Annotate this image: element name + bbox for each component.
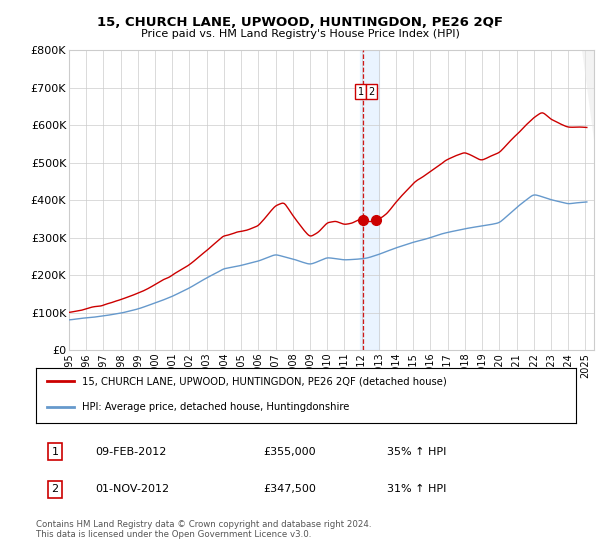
Polygon shape (582, 50, 594, 140)
Text: 31% ↑ HPI: 31% ↑ HPI (387, 484, 446, 494)
Text: 09-FEB-2012: 09-FEB-2012 (95, 446, 167, 456)
Text: 15, CHURCH LANE, UPWOOD, HUNTINGDON, PE26 2QF (detached house): 15, CHURCH LANE, UPWOOD, HUNTINGDON, PE2… (82, 376, 446, 386)
Text: 1: 1 (52, 446, 58, 456)
Text: 35% ↑ HPI: 35% ↑ HPI (387, 446, 446, 456)
Text: 01-NOV-2012: 01-NOV-2012 (95, 484, 170, 494)
Text: £347,500: £347,500 (263, 484, 316, 494)
Text: HPI: Average price, detached house, Huntingdonshire: HPI: Average price, detached house, Hunt… (82, 403, 349, 412)
Text: Price paid vs. HM Land Registry's House Price Index (HPI): Price paid vs. HM Land Registry's House … (140, 29, 460, 39)
Text: £355,000: £355,000 (263, 446, 316, 456)
Bar (360, 50, 379, 350)
Text: Contains HM Land Registry data © Crown copyright and database right 2024.
This d: Contains HM Land Registry data © Crown c… (36, 520, 371, 539)
Text: 1: 1 (358, 87, 364, 96)
Text: 15, CHURCH LANE, UPWOOD, HUNTINGDON, PE26 2QF: 15, CHURCH LANE, UPWOOD, HUNTINGDON, PE2… (97, 16, 503, 29)
Text: 2: 2 (368, 87, 374, 96)
Text: 2: 2 (52, 484, 58, 494)
